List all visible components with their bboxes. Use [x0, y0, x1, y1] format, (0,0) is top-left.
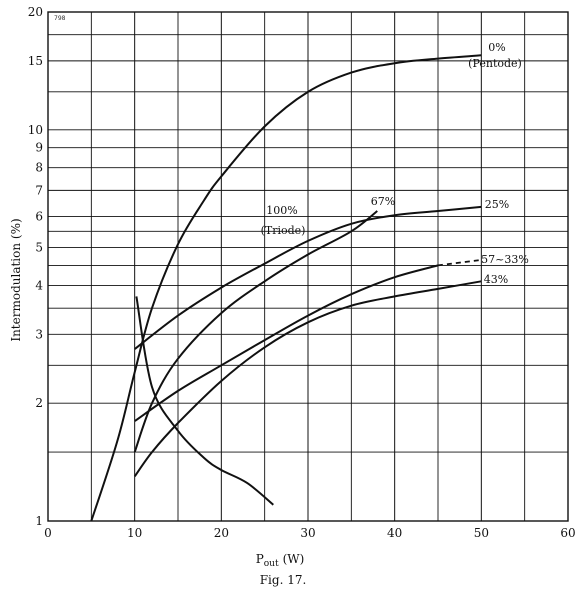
x-axis-label-main: P	[256, 552, 264, 566]
tick-labels: 0 10 20 30 40 50 60 1 2 3 4 5 6 7 8 9 10 15 20	[28, 5, 576, 540]
series-label: 67%	[371, 195, 395, 208]
y-tick-label: 15	[28, 54, 43, 68]
figure-caption: Fig. 17.	[260, 573, 307, 587]
y-axis-label: Intermodulation (%)	[9, 218, 23, 341]
series-line	[133, 280, 482, 477]
y-tick-label: 4	[35, 278, 43, 292]
y-tick-label: 6	[35, 210, 43, 224]
y-tick-label: 9	[35, 141, 43, 155]
series-line	[90, 54, 482, 522]
series-line	[133, 210, 378, 453]
series-label: 43%	[484, 273, 508, 286]
x-axis-label: Pout (W)	[256, 552, 305, 569]
y-tick-label: 1	[35, 514, 43, 528]
x-tick-label: 30	[300, 526, 315, 540]
corner-code: 798	[54, 15, 66, 22]
series-label: (Pentode)	[468, 57, 522, 70]
series-line	[134, 205, 482, 350]
y-tick-label: 3	[35, 327, 43, 341]
series-labels: 0% (Pentode) 100% (Triode) 25% 67% 57~33% 43%	[261, 41, 529, 286]
series-label: 0%	[488, 41, 505, 54]
y-tick-label: 5	[35, 241, 43, 255]
series-label: (Triode)	[261, 224, 306, 237]
x-tick-label: 10	[127, 526, 142, 540]
series-line	[134, 264, 439, 422]
y-tick-label: 20	[28, 5, 43, 19]
x-axis-label-unit: (W)	[283, 552, 305, 566]
x-axis-label-sub: out	[264, 559, 279, 569]
x-tick-label: 20	[214, 526, 229, 540]
x-tick-label: 50	[474, 526, 489, 540]
x-tick-label: 0	[44, 526, 52, 540]
x-tick-label: 60	[560, 526, 575, 540]
series-lines	[90, 54, 482, 522]
y-tick-label: 7	[35, 183, 43, 197]
series-label: 25%	[485, 198, 509, 211]
y-tick-label: 8	[35, 161, 43, 175]
series-line-dashed	[437, 259, 482, 267]
series-line	[135, 296, 274, 506]
x-tick-label: 40	[387, 526, 402, 540]
y-tick-label: 10	[28, 123, 43, 137]
series-label: 57~33%	[481, 253, 529, 266]
plot-frame	[47, 11, 569, 522]
y-tick-label: 2	[35, 396, 43, 410]
grid	[48, 12, 568, 521]
series-label: 100%	[266, 204, 297, 217]
